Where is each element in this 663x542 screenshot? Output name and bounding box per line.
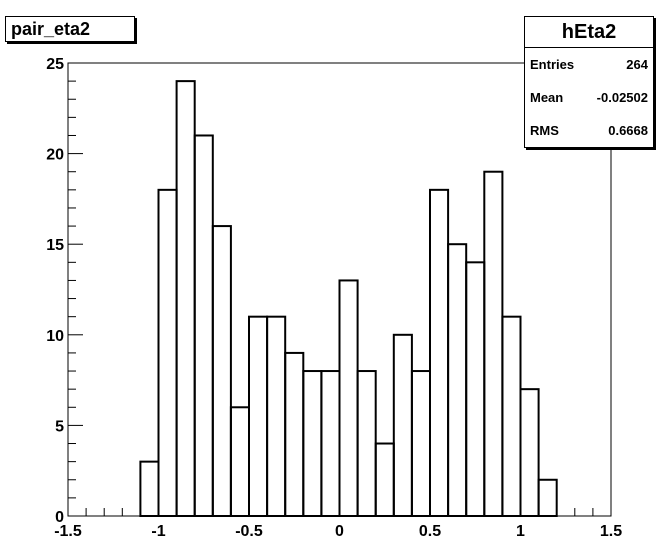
y-tick-label: 10 [46,328,64,345]
histogram-bin [320,370,341,518]
histogram-bin [175,80,196,518]
histogram-bin [157,188,178,517]
histogram-bin [211,225,232,518]
histogram-bin [302,370,323,518]
x-tick-label: -0.5 [235,523,263,540]
x-tick-label: 1.5 [600,523,622,540]
histogram-bin [537,478,558,518]
stats-value: 264 [626,57,648,72]
histogram-bin [229,406,250,517]
y-tick-label: 20 [46,147,64,164]
stats-label: Entries [530,57,575,72]
histogram-bin [429,188,450,517]
histogram-title: pair_eta2 [5,16,135,42]
histogram-bin [284,351,305,518]
histogram-bars [139,80,558,518]
stats-value: 0.6668 [608,123,648,138]
histogram-bin [483,170,504,517]
histogram-bin [465,261,486,517]
stats-value: -0.02502 [596,90,648,105]
stats-histogram-name: hEta2 [525,17,653,48]
histogram-bin [248,315,269,517]
histogram-bin [519,388,540,517]
x-tick-label: 1 [516,523,525,540]
y-tick-label: 5 [55,418,64,435]
histogram-bin [193,134,214,517]
stats-row-entries: Entries 264 [525,48,653,81]
histogram-bin [501,315,522,517]
histogram-bin [139,460,160,518]
histogram-bin [338,279,359,517]
y-tick-label: 25 [46,56,64,73]
histogram-bin [410,370,431,518]
stats-label: Mean [530,90,564,105]
stats-box: hEta2 Entries 264 Mean -0.02502 RMS 0.66… [524,16,654,148]
histogram-bin [356,370,377,518]
x-tick-label: -1 [151,523,165,540]
histogram-title-text: pair_eta2 [11,19,91,39]
plot-frame [67,62,612,517]
stats-row-rms: RMS 0.6668 [525,114,653,147]
y-tick-label: 15 [46,237,64,254]
histogram-bin [374,442,395,517]
stats-label: RMS [530,123,559,138]
histogram-bin [266,315,287,517]
histogram-bin [392,333,413,517]
y-tick-label: 0 [55,509,64,526]
x-tick-label: 0.5 [419,523,441,540]
stats-row-mean: Mean -0.02502 [525,81,653,114]
x-tick-label: 0 [335,523,344,540]
x-tick-label: -1.5 [54,523,82,540]
histogram-bin [447,243,468,517]
axis-tick-labels: -1.5 -1 -0.5 0 0.5 1 1.5 0 5 10 15 20 25 [46,56,622,540]
